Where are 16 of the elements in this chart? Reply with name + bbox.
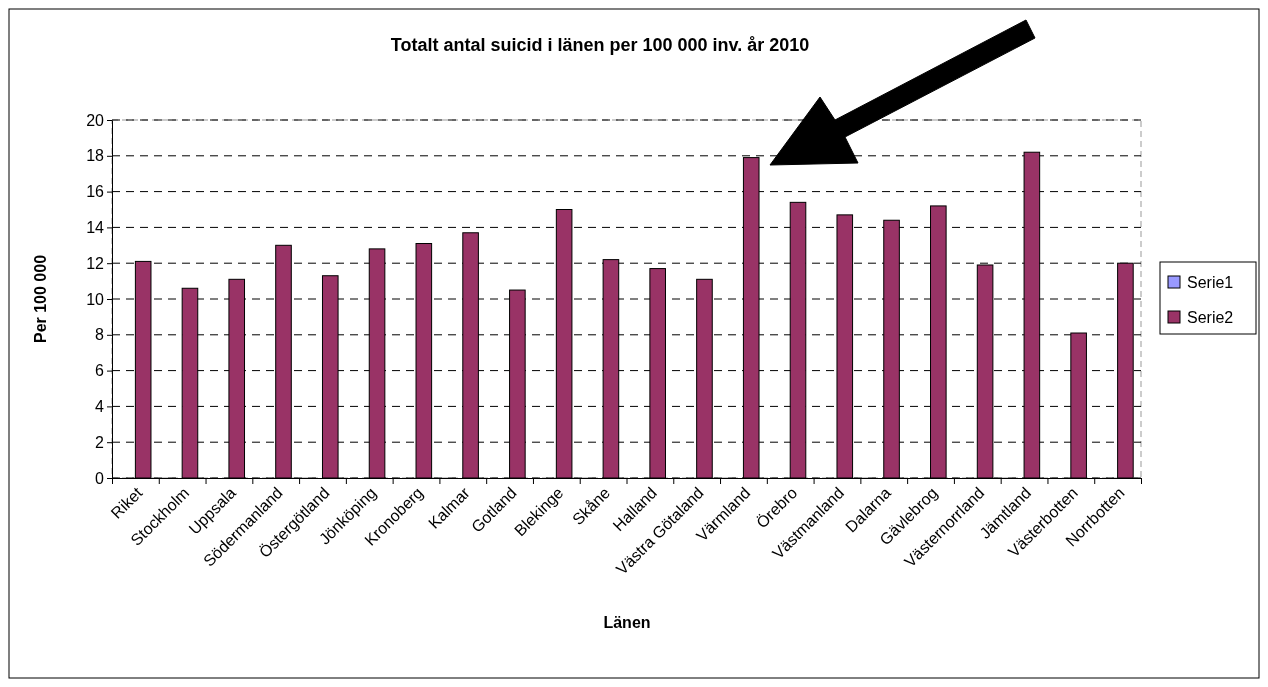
chart-title: Totalt antal suicid i länen per 100 000 inv. år 2010	[390, 35, 810, 55]
y-tick-label: 14	[86, 219, 105, 237]
x-axis-title: Länen	[603, 614, 651, 631]
y-tick-label: 4	[95, 398, 105, 416]
legend-label: Serie1	[1187, 274, 1234, 291]
y-tick-label: 10	[86, 290, 105, 308]
y-tick-label: 2	[95, 433, 105, 451]
y-tick-label: 20	[86, 111, 105, 129]
y-tick-label: 16	[86, 183, 105, 201]
y-axis-title: Per 100 000	[32, 254, 49, 344]
y-tick-label: 18	[86, 147, 105, 165]
legend-label: Serie2	[1187, 309, 1234, 326]
y-tick-label: 8	[95, 326, 105, 344]
y-tick-label: 12	[86, 254, 105, 272]
y-tick-label: 6	[95, 362, 105, 380]
y-tick-label: 0	[95, 469, 105, 487]
